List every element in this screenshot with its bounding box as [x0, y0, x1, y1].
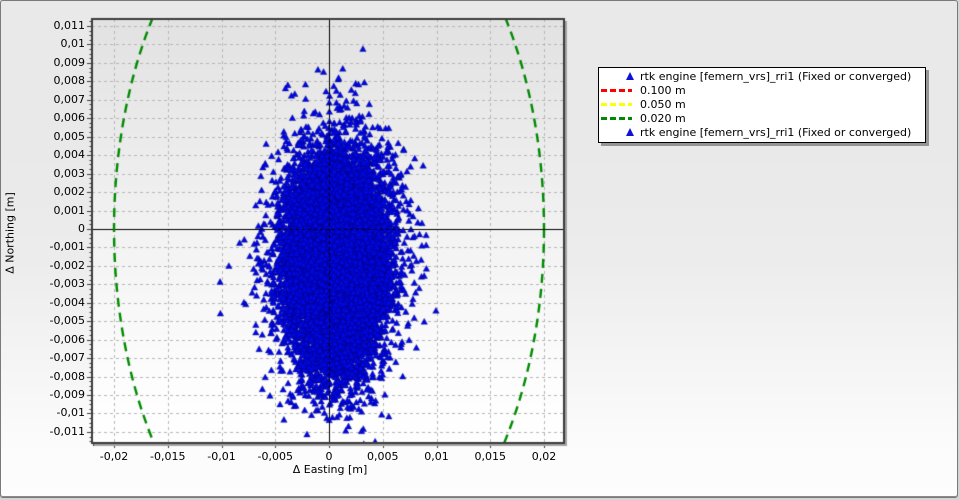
x-tick-label: 0,01	[424, 450, 449, 463]
y-tick-label: -0,001	[49, 240, 85, 254]
y-tick-label: -0,005	[49, 314, 85, 328]
x-tick-label: 0,02	[531, 450, 557, 463]
y-tick-label: -0,004	[49, 295, 85, 309]
dashed-line-marker-icon	[601, 116, 632, 120]
legend-item[interactable]: 0.050 m	[599, 97, 925, 111]
y-tick-label: -0,009	[49, 388, 85, 402]
x-tick-label: -0,015	[150, 450, 186, 463]
legend-item[interactable]: rtk engine [femern_vrs]_rri1 (Fixed or c…	[599, 69, 925, 83]
x-tick-label: -0,01	[207, 450, 236, 463]
x-tick-label: -0,005	[257, 450, 293, 463]
dashed-line-marker-icon	[599, 111, 637, 125]
legend-item-label: 0.020 m	[640, 111, 686, 125]
y-axis-title: Δ Northing [m]	[3, 192, 17, 274]
x-axis-title: Δ Easting [m]	[292, 463, 368, 476]
y-tick-label: -0,011	[49, 424, 85, 438]
y-tick-label: 0	[78, 221, 85, 235]
y-tick-label: -0,002	[49, 258, 85, 272]
y-tick-label: 0,002	[53, 185, 86, 199]
y-tick-label: -0,008	[49, 369, 85, 383]
y-tick-label: 0,011	[53, 19, 86, 32]
legend-item[interactable]: 0.020 m	[599, 111, 925, 125]
triangle-marker-icon	[626, 128, 634, 136]
legend-item[interactable]: 0.100 m	[599, 83, 925, 97]
x-tick-label: 0	[325, 450, 333, 463]
y-tick-label: 0,005	[53, 129, 86, 143]
legend-item-label: rtk engine [femern_vrs]_rri1 (Fixed or c…	[640, 69, 912, 83]
y-tick-label: -0,003	[49, 277, 85, 291]
y-tick-label: 0,009	[53, 55, 86, 69]
y-tick-label: 0,01	[60, 37, 86, 51]
dashed-line-marker-icon	[601, 102, 632, 106]
legend: rtk engine [femern_vrs]_rri1 (Fixed or c…	[598, 67, 926, 143]
y-tick-label: -0,01	[56, 406, 85, 420]
dashed-line-marker-icon	[599, 97, 637, 111]
y-tick-label: 0,004	[53, 148, 86, 162]
triangle-marker-icon	[599, 125, 637, 139]
triangle-marker-icon	[626, 72, 634, 80]
y-tick-label: 0,006	[53, 111, 86, 125]
x-tick-label: 0,015	[474, 450, 507, 463]
y-tick-label: 0,007	[53, 92, 86, 106]
dashed-line-marker-icon	[601, 88, 632, 92]
x-tick-label: 0,005	[367, 450, 399, 463]
legend-item[interactable]: rtk engine [femern_vrs]_rri1 (Fixed or c…	[599, 125, 925, 139]
y-tick-label: 0,008	[53, 74, 86, 88]
legend-item-label: rtk engine [femern_vrs]_rri1 (Fixed or c…	[640, 125, 912, 139]
y-tick-label: -0,006	[49, 332, 85, 346]
legend-item-label: 0.100 m	[640, 83, 686, 97]
y-tick-label: -0,007	[49, 351, 85, 365]
x-tick-label: -0,02	[99, 450, 129, 463]
triangle-marker-icon	[599, 69, 637, 83]
legend-item-label: 0.050 m	[640, 97, 686, 111]
dashed-line-marker-icon	[599, 83, 637, 97]
y-tick-label: 0,001	[53, 203, 86, 217]
y-tick-label: 0,003	[53, 166, 86, 180]
